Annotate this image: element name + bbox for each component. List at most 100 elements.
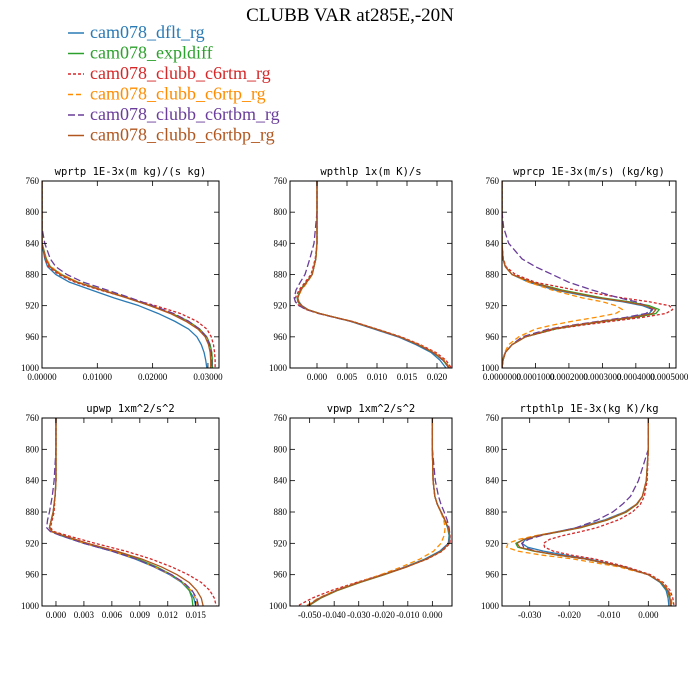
panel-3-xtick-label-2: 0.006 [102,610,123,620]
panel-2: wprcp 1E-3x(m/s) (kg/kg) 760 800 840 880 920 9… [481,166,689,382]
panel-5-ytick-label-3: 880 [486,507,500,517]
panel-1-xtick-label-4: 0.020 [427,372,448,382]
panel-0-xtick-label-3: 0.03000 [193,372,223,382]
panel-1-ytick-label-1: 800 [274,207,288,217]
panel-2-ytick-label-5: 960 [486,332,500,342]
panel-title-2: wprcp 1E-3x(m/s) (kg/kg) [513,166,665,178]
panels: wprtp 1E-3x(m kg)/(s kg) 760 800 840 880 920 9… [21,166,689,620]
panel-3-series-5 [48,418,204,606]
panel-2-ytick-label-3: 880 [486,270,500,280]
panel-3-ytick-label-5: 960 [26,570,40,580]
panel-5-series-0 [521,418,670,606]
panel-title-3: upwp 1xm^2/s^2 [86,403,175,415]
panel-4-xtick-label-2: -0.030 [347,610,371,620]
panel-3-ytick-label-6: 1000 [21,601,40,611]
panel-0-xtick-label-1: 0.01000 [83,372,113,382]
panel-0-ytick-label-1: 800 [26,207,40,217]
panel-0-series-5 [42,181,212,368]
panel-4-ytick-label-2: 840 [274,476,288,486]
panel-3-xtick-label-3: 0.009 [130,610,151,620]
panel-title-1: wpthlp 1x(m K)/s [320,166,421,178]
panel-2-xtick-label-2: 0.0002000 [550,372,589,382]
legend-label-2: cam078_clubb_c6rtm_rg [90,63,271,83]
panel-2-xtick-label-0: 0.0000000 [483,372,522,382]
panel-4-xtick-label-5: 0.000 [422,610,443,620]
panel-4-xtick-label-4: -0.010 [396,610,420,620]
panel-1-xtick-label-0: 0.000 [307,372,328,382]
panel-5-xtick-label-2: -0.010 [597,610,621,620]
panel-5-series-1 [515,418,672,606]
panel-2-xtick-label-5: 0.0005000 [650,372,689,382]
panel-3-xtick-label-1: 0.003 [74,610,95,620]
legend-label-5: cam078_clubb_c6rtbp_rg [90,125,275,145]
panel-1-ytick-label-6: 1000 [269,363,288,373]
panel-1-series-0 [297,181,447,368]
panel-2-ytick-label-4: 920 [486,301,500,311]
panel-0-xtick-label-0: 0.00000 [27,372,57,382]
panel-5-xtick-label-1: -0.020 [558,610,582,620]
panel-5-series-3 [506,418,673,606]
legend-label-1: cam078_expldiff [90,43,213,63]
panel-0: wprtp 1E-3x(m kg)/(s kg) 760 800 840 880 920 9… [21,166,223,382]
legend-label-3: cam078_clubb_c6rtp_rg [90,84,266,104]
panel-4-xtick-label-1: -0.040 [323,610,347,620]
panel-3-ytick-label-3: 880 [26,507,40,517]
panel-5-series-5 [516,418,672,606]
panel-0-series-4 [42,181,213,368]
panel-2-ytick-label-0: 760 [486,176,500,186]
panel-0-ytick-label-6: 1000 [21,363,40,373]
panel-3-ytick-label-0: 760 [26,413,40,423]
panel-1-ytick-label-0: 760 [274,176,288,186]
legend-label-0: cam078_dflt_rg [90,22,205,42]
panel-4-xtick-label-0: -0.050 [298,610,322,620]
panel-5-ytick-label-4: 920 [486,538,500,548]
panel-2-xtick-label-4: 0.0004000 [617,372,656,382]
panel-5-ytick-label-1: 800 [486,444,500,454]
panel-4-ytick-label-5: 960 [274,570,288,580]
panel-frame-1 [289,180,453,369]
legend-label-4: cam078_clubb_c6rtbm_rg [90,104,280,124]
panel-5-series-2 [542,418,675,606]
panel-0-ytick-label-2: 840 [26,238,40,248]
panel-4-series-5 [307,418,451,606]
panel-1-xtick-label-2: 0.010 [367,372,388,382]
panel-3-series-4 [46,418,200,606]
panel-0-ytick-label-4: 920 [26,301,40,311]
panel-2-series-4 [502,181,654,368]
panel-5-ytick-label-6: 1000 [481,601,500,611]
panel-4-series-1 [308,418,451,606]
panel-1-series-2 [294,181,452,368]
panel-2-xtick-label-1: 0.0001000 [516,372,555,382]
panel-4-ytick-label-3: 880 [274,507,288,517]
panel-1: wpthlp 1x(m K)/s 760 800 840 880 920 960 1000 0.… [269,166,453,382]
panel-4-series-4 [306,418,451,606]
panel-3: upwp 1xm^2/s^2 760 800 840 880 920 960 1000 0.00… [21,403,220,620]
panel-4-ytick-label-1: 800 [274,444,288,454]
panel-4-xtick-label-3: -0.020 [372,610,396,620]
panel-0-ytick-label-0: 760 [26,176,40,186]
panel-frame-5 [501,417,677,607]
panel-3-series-1 [48,418,194,606]
panel-title-0: wprtp 1E-3x(m kg)/(s kg) [55,166,207,178]
panel-2-series-1 [502,181,660,368]
panel-2-ytick-label-6: 1000 [481,363,500,373]
panel-4: vpwp 1xm^2/s^2 760 800 840 880 920 960 1000 -0.0… [269,403,453,620]
panel-frame-0 [41,180,220,369]
panel-2-ytick-label-2: 840 [486,238,500,248]
panel-0-ytick-label-3: 880 [26,270,40,280]
panel-1-series-1 [296,181,450,368]
panel-title-5: rtpthlp 1E-3x(kg K)/kg [519,403,658,415]
panel-5-ytick-label-5: 960 [486,570,500,580]
panel-1-xtick-label-3: 0.015 [397,372,418,382]
panel-3-ytick-label-2: 840 [26,476,40,486]
panel-5-ytick-label-2: 840 [486,476,500,486]
panel-1-ytick-label-2: 840 [274,238,288,248]
panel-2-series-2 [502,181,674,368]
panel-3-xtick-label-0: 0.000 [46,610,67,620]
panel-1-series-5 [297,181,451,368]
panel-4-ytick-label-0: 760 [274,413,288,423]
panel-5-xtick-label-3: 0.000 [638,610,659,620]
panel-1-xtick-label-1: 0.005 [337,372,358,382]
panel-1-series-3 [297,181,451,368]
